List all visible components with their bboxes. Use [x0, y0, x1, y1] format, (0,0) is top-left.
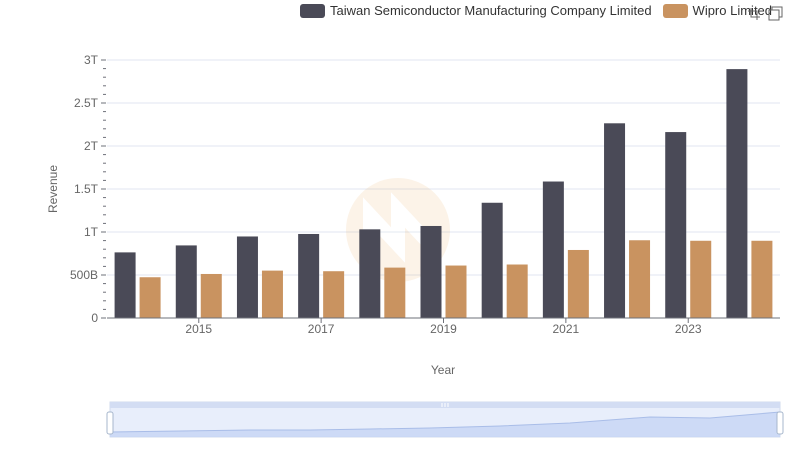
slider-right-handle[interactable] [776, 411, 784, 435]
legend-item-tsmc[interactable]: Taiwan Semiconductor Manufacturing Compa… [300, 3, 652, 18]
y-tick-label: 1T [84, 225, 99, 239]
bar-tsmc-2018[interactable] [359, 229, 381, 318]
bar-tsmc-2021[interactable] [542, 181, 564, 318]
bar-tsmc-2016[interactable] [236, 236, 258, 318]
chart-toolbox [746, 6, 788, 22]
legend-label-tsmc: Taiwan Semiconductor Manufacturing Compa… [330, 3, 652, 18]
slider-left-handle[interactable] [106, 411, 114, 435]
bars-group [114, 69, 773, 319]
slider-preview-area [110, 412, 780, 437]
x-tick-label: 2023 [675, 322, 702, 336]
bar-tsmc-2015[interactable] [175, 245, 197, 318]
bar-wipro-2014[interactable] [139, 277, 161, 318]
bar-wipro-2023[interactable] [690, 240, 712, 318]
x-tick-label: 2019 [430, 322, 457, 336]
x-tick-labels: 2015 2017 2019 2021 2023 [185, 322, 701, 336]
zoom-icon[interactable] [746, 6, 762, 22]
x-axis-title: Year [431, 363, 455, 377]
legend-swatch-tsmc [300, 3, 325, 18]
y-tick-label: 2T [84, 139, 99, 153]
bar-tsmc-2022[interactable] [604, 123, 626, 319]
y-tick-label: 1.5T [74, 182, 99, 196]
y-tick-label: 500B [70, 268, 98, 282]
bar-wipro-2019[interactable] [445, 265, 467, 318]
bar-tsmc-2024[interactable] [726, 69, 748, 318]
y-tick-labels: 0 500B 1T 1.5T 2T 2.5T 3T [70, 53, 99, 325]
legend-label-wipro: Wipro Limited [692, 3, 773, 18]
x-tick-label: 2017 [308, 322, 335, 336]
restore-icon[interactable] [767, 6, 783, 22]
data-zoom-slider[interactable] [106, 401, 784, 438]
bar-tsmc-2017[interactable] [298, 233, 320, 318]
y-axis-title: Revenue [46, 165, 60, 213]
bar-wipro-2022[interactable] [629, 240, 651, 318]
x-tick-label: 2021 [553, 322, 580, 336]
chart-legend: Taiwan Semiconductor Manufacturing Compa… [300, 3, 783, 18]
bar-wipro-2018[interactable] [384, 267, 406, 318]
bar-tsmc-2014[interactable] [114, 252, 136, 318]
bar-wipro-2017[interactable] [323, 271, 345, 318]
slider-preview-line [109, 411, 781, 433]
x-axis-ticks [198, 318, 689, 323]
bar-tsmc-2020[interactable] [481, 202, 503, 318]
legend-swatch-wipro [662, 3, 688, 18]
y-tick-label: 0 [91, 311, 98, 325]
legend-item-wipro[interactable]: Wipro Limited [662, 3, 773, 18]
x-tick-label: 2015 [185, 322, 212, 336]
bar-wipro-2021[interactable] [567, 249, 589, 318]
bar-wipro-2024[interactable] [751, 240, 773, 318]
bar-wipro-2015[interactable] [200, 273, 222, 318]
slider-grip-icon[interactable] [441, 403, 449, 407]
bar-tsmc-2023[interactable] [665, 132, 687, 318]
y-minor-ticks [101, 59, 106, 319]
y-tick-label: 3T [84, 53, 99, 67]
y-tick-label: 2.5T [74, 96, 99, 110]
bar-wipro-2016[interactable] [261, 270, 283, 318]
bar-wipro-2020[interactable] [506, 264, 528, 318]
bar-tsmc-2019[interactable] [420, 225, 442, 318]
